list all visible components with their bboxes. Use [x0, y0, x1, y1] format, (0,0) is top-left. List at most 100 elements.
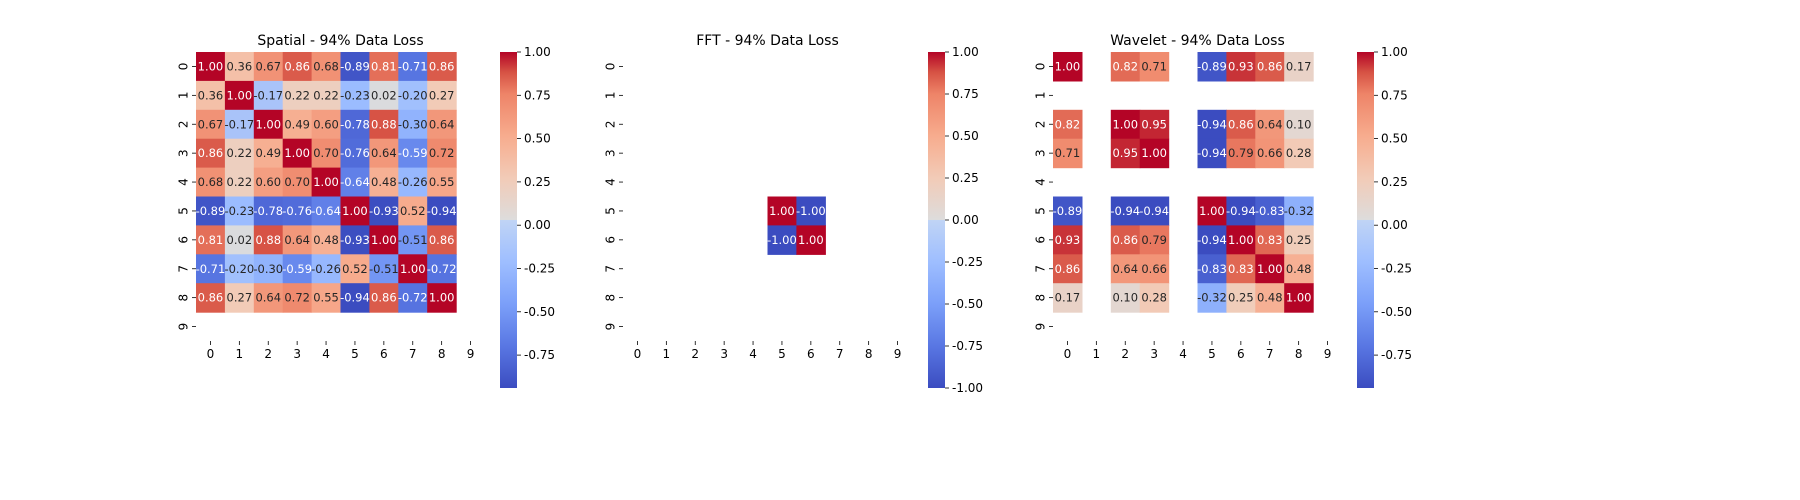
x-tick-label: 9 [467, 347, 475, 361]
cell-label: -0.17 [253, 88, 283, 102]
heatmap-cell [196, 52, 226, 82]
x-tick-label: 1 [236, 347, 244, 361]
x-tick-label: 7 [1266, 347, 1274, 361]
colorbar-tick-label: 0.75 [952, 87, 979, 101]
y-tick-label: 1 [177, 92, 191, 100]
heatmap-cell [1255, 225, 1285, 255]
heatmap-cell [253, 283, 284, 313]
cell-label: -0.64 [311, 204, 341, 218]
x-tick-label: 8 [1295, 347, 1303, 361]
cell-label: 1.00 [371, 233, 397, 247]
cell-label: -0.78 [253, 204, 283, 218]
x-tick-label: 1 [663, 347, 671, 361]
heatmap-cell [253, 254, 284, 284]
cell-label: -0.30 [398, 117, 428, 131]
cell-label: 0.48 [371, 175, 397, 189]
heatmap-cell [1284, 254, 1314, 284]
heatmap-cell [398, 109, 428, 140]
cell-label: 0.64 [1112, 262, 1138, 276]
cell-label: 0.48 [1286, 262, 1312, 276]
cell-label: 0.27 [429, 88, 455, 102]
cell-label: 0.10 [1112, 291, 1138, 305]
heatmap-cell [224, 109, 255, 140]
heatmap-cell [224, 254, 255, 284]
heatmap-cell [311, 109, 342, 140]
y-tick-label: 6 [1034, 236, 1048, 244]
colorbar-tick-label: -0.75 [952, 339, 983, 353]
cell-label: 1.00 [198, 59, 224, 73]
colorbar-tick-label: 0.00 [524, 218, 551, 232]
cell-label: -0.51 [398, 233, 428, 247]
heatmap-cell [1053, 225, 1083, 255]
cell-label: 0.71 [1055, 146, 1081, 160]
heatmap-cell [340, 52, 370, 82]
cell-label: 1.00 [798, 233, 824, 247]
heatmap-cell [398, 254, 428, 284]
heatmap-cell [398, 283, 428, 313]
heatmap-cell [224, 138, 255, 169]
cell-label: -0.89 [196, 204, 226, 218]
x-tick-label: 8 [865, 347, 873, 361]
heatmap-cell [196, 225, 226, 255]
y-tick-label: 3 [177, 149, 191, 157]
cell-label: 0.72 [429, 146, 455, 160]
colorbar-tick-label: -0.25 [524, 261, 555, 275]
heatmap-cell [224, 196, 255, 226]
colorbar-tick-label: 0.75 [1381, 88, 1408, 102]
colorbar-tick-label: 0.50 [952, 129, 979, 143]
heatmap-cell [340, 196, 370, 226]
y-tick-label: 4 [177, 178, 191, 186]
cell-label: 0.10 [1286, 117, 1312, 131]
heatmap-cell [196, 196, 226, 226]
heatmap-cell [340, 254, 370, 284]
heatmap-cell [1197, 254, 1227, 284]
cell-label: -0.64 [340, 175, 370, 189]
cell-label: 1.00 [400, 262, 426, 276]
heatmap-cell [1255, 52, 1285, 82]
cell-label: 0.22 [313, 88, 339, 102]
heatmap-cell [1284, 196, 1314, 226]
heatmap-cell [253, 167, 284, 198]
cell-label: 0.95 [1112, 146, 1138, 160]
cell-label: 0.60 [313, 117, 339, 131]
cell-label: 1.00 [1199, 204, 1225, 218]
cell-label: -0.83 [1255, 204, 1285, 218]
y-tick-label: 0 [1034, 63, 1048, 71]
heatmap-cell [369, 225, 399, 255]
x-tick-label: 2 [691, 347, 699, 361]
heatmap-cell [427, 109, 457, 140]
heatmap-cell [340, 109, 370, 140]
heatmap-cell [311, 138, 342, 169]
heatmap-cell [1226, 52, 1256, 82]
cell-label: -0.83 [1197, 262, 1227, 276]
cell-label: 0.28 [1141, 291, 1167, 305]
heatmap-cell [1139, 254, 1170, 284]
heatmap-cell [369, 109, 399, 140]
cell-label: 0.49 [255, 146, 281, 160]
cell-label: 0.52 [342, 262, 368, 276]
heatmap-cell [1255, 196, 1285, 226]
cell-label: 0.93 [1228, 59, 1254, 73]
y-tick-label: 2 [604, 120, 618, 128]
heatmap-cell [1226, 196, 1256, 226]
heatmap-cell [1255, 109, 1285, 140]
heatmap-cell [1139, 283, 1170, 313]
cell-label: 0.71 [1141, 59, 1167, 73]
heatmap-cell [1139, 225, 1170, 255]
cell-label: -0.94 [340, 291, 370, 305]
cell-label: 0.25 [1286, 233, 1312, 247]
x-tick-label: 6 [380, 347, 388, 361]
heatmap-cell [1110, 283, 1141, 313]
heatmap-cell [427, 225, 457, 255]
cell-label: 0.02 [227, 233, 253, 247]
heatmap-cell [1226, 225, 1256, 255]
cell-label: 0.02 [371, 88, 397, 102]
y-tick-label: 4 [604, 178, 618, 186]
heatmap-cell [1110, 254, 1141, 284]
heatmap-cell [1197, 225, 1227, 255]
cell-label: -0.94 [1197, 146, 1227, 160]
heatmap-cell [282, 283, 313, 313]
heatmap-cell [1284, 52, 1314, 82]
cell-label: 0.64 [429, 117, 455, 131]
